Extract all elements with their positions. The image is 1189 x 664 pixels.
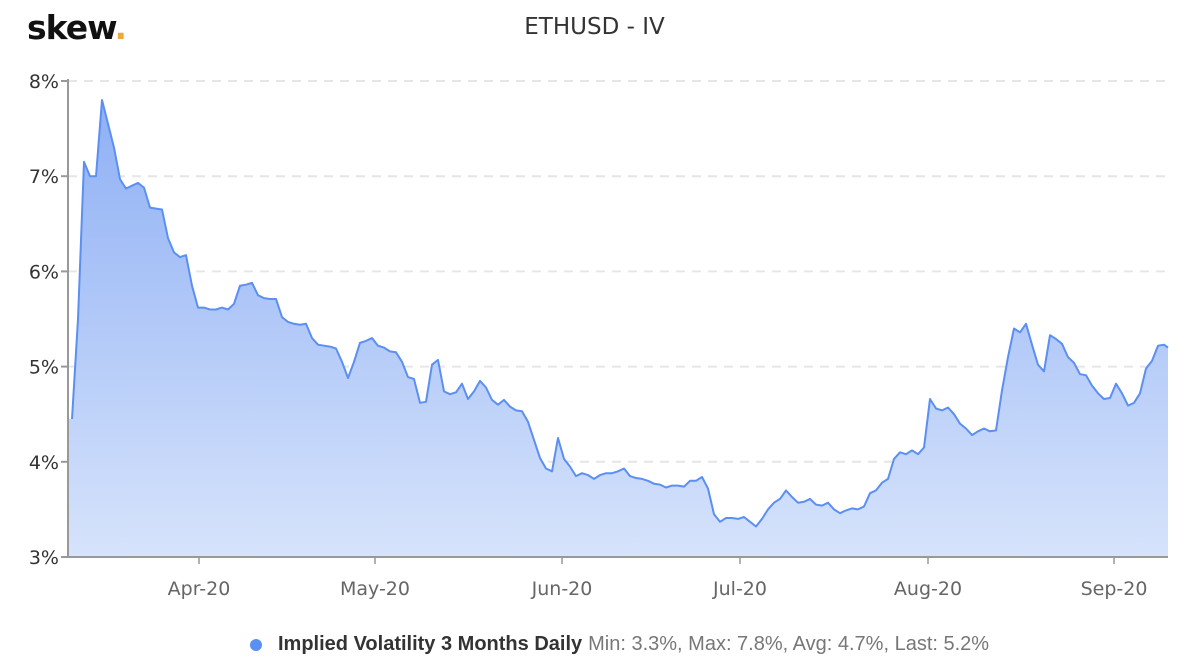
y-axis-ticks: 3% 4% 5% 6% 7% 8% — [29, 71, 68, 569]
logo-text: skew — [27, 8, 115, 47]
skew-logo: skew. — [27, 8, 127, 47]
y-tick-label: 5% — [29, 357, 59, 379]
legend-item[interactable]: Implied Volatility 3 Months Daily Min: 3… — [250, 633, 989, 656]
x-tick-label: Jun-20 — [531, 578, 593, 600]
x-tick-label: May-20 — [340, 578, 410, 600]
legend-marker-icon — [250, 638, 262, 651]
y-tick-label: 8% — [29, 71, 59, 93]
legend-series-name: Implied Volatility 3 Months Daily — [278, 633, 583, 655]
x-tick-label: Jul-20 — [712, 578, 767, 600]
y-tick-label: 6% — [29, 261, 59, 283]
y-tick-label: 3% — [29, 547, 59, 569]
x-tick-label: Aug-20 — [894, 578, 962, 600]
iv-line — [71, 99, 1169, 528]
logo-dot: . — [114, 8, 127, 47]
y-tick-label: 4% — [29, 452, 59, 474]
x-tick-label: Apr-20 — [168, 578, 231, 600]
legend-series-stats: Min: 3.3%, Max: 7.8%, Avg: 4.7%, Last: 5… — [588, 633, 990, 655]
y-tick-label: 7% — [29, 166, 59, 188]
x-axis-ticks: Apr-20 May-20 Jun-20 Jul-20 Aug-20 Sep-20 — [168, 557, 1148, 600]
chart-title: ETHUSD - IV — [524, 14, 665, 40]
x-tick-label: Sep-20 — [1081, 578, 1148, 600]
iv-area-fill — [68, 100, 1168, 557]
axes — [61, 79, 1168, 558]
